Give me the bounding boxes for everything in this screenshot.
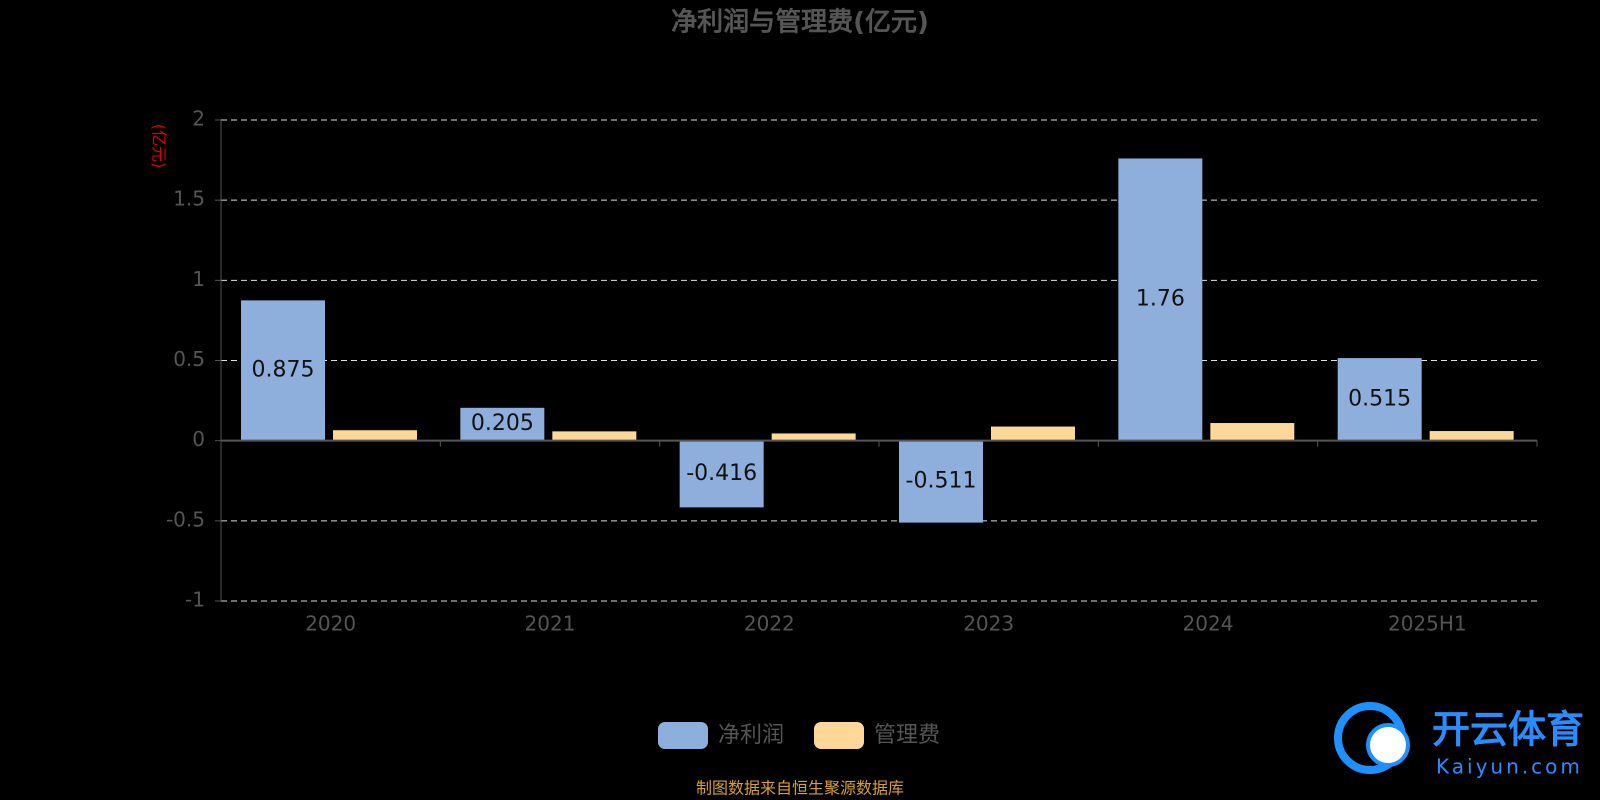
y-tick-label: -0.5	[166, 507, 205, 531]
legend-label: 管理费	[874, 723, 940, 748]
watermark: 开云体育 Kaiyun.com	[1334, 702, 1584, 779]
legend-label: 净利润	[718, 723, 784, 748]
y-tick-label: 0	[192, 427, 205, 451]
bar	[1118, 158, 1203, 441]
data-label: -0.511	[906, 469, 977, 494]
source-note: 制图数据来自恒生聚源数据库	[696, 779, 904, 798]
x-tick-label: 2022	[744, 612, 795, 636]
bar	[1210, 423, 1295, 441]
legend-swatch	[814, 722, 865, 749]
data-label: 1.76	[1136, 287, 1185, 312]
x-tick-label: 2021	[525, 612, 576, 636]
data-label: 0.515	[1348, 386, 1411, 411]
bar	[991, 426, 1075, 441]
bar	[1337, 358, 1422, 441]
data-label: 0.205	[471, 411, 534, 436]
watermark-site: Kaiyun.com	[1436, 755, 1583, 779]
x-tick-label: 2025H1	[1388, 612, 1467, 636]
bar	[460, 407, 545, 441]
bar	[679, 440, 764, 508]
bar	[1429, 431, 1514, 441]
y-tick-label: 1	[192, 267, 205, 291]
y-tick-label: 1.5	[173, 187, 205, 211]
x-tick-label: 2023	[963, 612, 1014, 636]
bar	[899, 440, 983, 523]
x-tick-label: 2024	[1183, 612, 1234, 636]
x-tick-label: 2020	[305, 612, 356, 636]
bar	[771, 433, 856, 441]
data-label: -0.416	[686, 461, 757, 486]
data-label: 0.875	[252, 358, 315, 383]
chart-title: 净利润与管理费(亿元)	[671, 7, 929, 38]
bar	[552, 431, 637, 441]
logo-ball	[1366, 723, 1410, 767]
y-tick-label: -1	[185, 588, 205, 612]
watermark-name: 开云体育	[1432, 708, 1584, 752]
legend-swatch	[658, 722, 708, 749]
bar	[241, 300, 325, 441]
y-tick-label: 0.5	[173, 347, 205, 371]
y-tick-label: 2	[192, 107, 205, 131]
bar	[333, 430, 417, 441]
y-axis-label: (亿元)	[150, 124, 169, 169]
